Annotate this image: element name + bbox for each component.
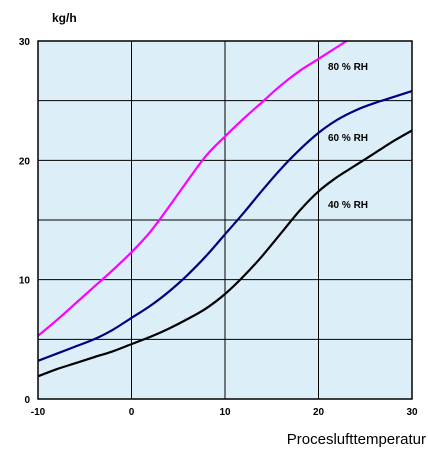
x-tick-label: -10 bbox=[31, 407, 46, 418]
grid-lines bbox=[38, 41, 412, 399]
series-label-60: 60 % RH bbox=[328, 133, 368, 144]
x-tick-label: 20 bbox=[313, 407, 325, 418]
plot-border bbox=[37, 40, 413, 400]
y-tick-label: 20 bbox=[19, 156, 31, 167]
series-line-40-rh bbox=[37, 129, 413, 378]
x-axis-title: Proceslufttemperatur bbox=[287, 431, 426, 448]
series-line-80-rh bbox=[37, 40, 348, 337]
y-tick-label: 10 bbox=[19, 276, 31, 287]
x-tick-label: 0 bbox=[129, 407, 135, 418]
y-axis-unit-label: kg/h bbox=[52, 11, 77, 25]
series-layer bbox=[37, 40, 413, 378]
series-line-60-rh bbox=[37, 90, 413, 362]
x-tick-label: 10 bbox=[219, 407, 231, 418]
x-tick-label: 30 bbox=[406, 407, 418, 418]
series-label-80: 80 % RH bbox=[328, 62, 368, 73]
y-tick-label: 30 bbox=[19, 37, 31, 48]
series-label-40: 40 % RH bbox=[328, 200, 368, 211]
y-tick-label: 0 bbox=[24, 395, 30, 406]
